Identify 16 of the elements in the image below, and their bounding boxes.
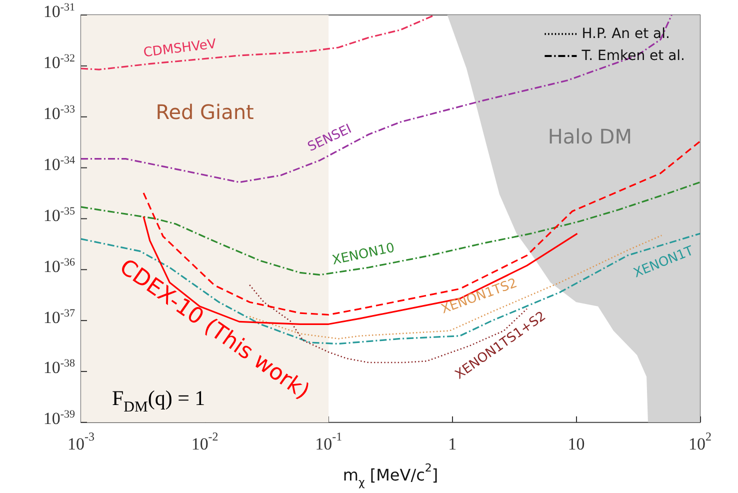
y-tick-label: 10$^{-39}$ (43, 408, 75, 430)
y-tick-label: 10$^{-35}$ (43, 205, 75, 226)
y-tick-label: 10$^{-38}$ (43, 358, 75, 378)
band-label: Red Giant (156, 100, 254, 124)
y-tick-label: 10$^{-32}$ (43, 52, 75, 73)
y-tick-label: 10$^{-36}$ (43, 256, 75, 277)
y-tick-label: 10$^{-34}$ (43, 154, 75, 175)
y-tick-label: 10$^{-33}$ (43, 103, 75, 124)
text: XENON10 (330, 240, 396, 268)
y-tick-label: 10$^{-37}$ (43, 306, 75, 328)
text: CDMSHVeV (142, 36, 218, 61)
x-tick-label: 10 (568, 434, 585, 454)
series-label: Halo DM (548, 124, 632, 149)
y-tick-label: 10$^{-31}$ (43, 1, 75, 22)
x-tick-label: 1 (448, 434, 457, 454)
legend-label: H.P. An et al. (582, 26, 670, 42)
